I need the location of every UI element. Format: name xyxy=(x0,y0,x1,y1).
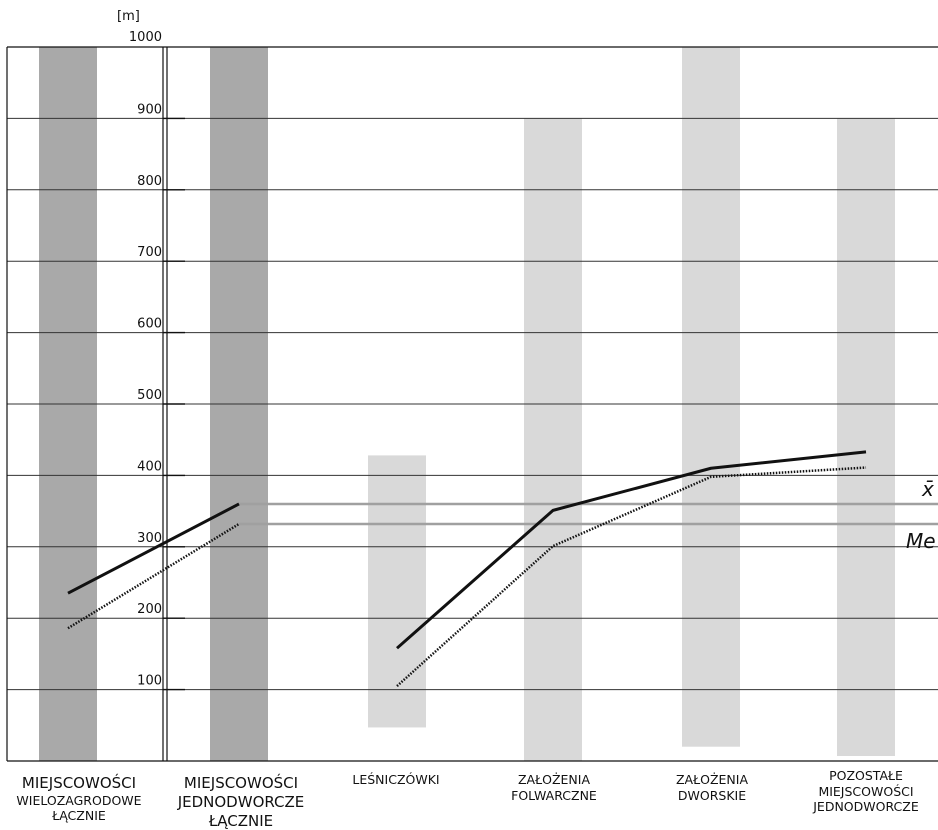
y-tick-label-500: 500 xyxy=(137,388,162,403)
category-label-1: MIEJSCOWOŚCI JEDNODWORCZE ŁĄCZNIE xyxy=(167,774,315,830)
y-tick-label-600: 600 xyxy=(137,317,162,332)
range-bar-2 xyxy=(368,455,426,727)
category-label-0: MIEJSCOWOŚCI WIELOZAGRODOWE ŁĄCZNIE xyxy=(0,774,163,824)
range-bar-3 xyxy=(524,118,582,761)
y-tick-label-200: 200 xyxy=(137,602,162,617)
y-axis-unit-label: [m] xyxy=(117,9,140,24)
category-label-3: ZAŁOŻENIA FOLWARCZNE xyxy=(490,772,618,803)
category-label-2: LEŚNICZÓWKI xyxy=(330,772,462,788)
range-bar-5 xyxy=(837,118,895,756)
y-tick-label-1000: 1000 xyxy=(129,30,162,45)
series-solid-segment-1 xyxy=(397,452,866,648)
reference-line-label-0: x̄ xyxy=(921,477,934,501)
y-tick-label-800: 800 xyxy=(137,174,162,189)
y-tick-label-300: 300 xyxy=(137,531,162,546)
range-bar-4 xyxy=(682,47,740,747)
y-tick-label-900: 900 xyxy=(137,102,162,117)
category-label-4: ZAŁOŻENIA DWORSKIE xyxy=(648,772,776,803)
y-tick-label-700: 700 xyxy=(137,245,162,260)
series-dotted-segment-1 xyxy=(397,468,866,686)
y-tick-label-100: 100 xyxy=(137,674,162,689)
category-label-5: POZOSTAŁE MIEJSCOWOŚCI JEDNODWORCZE xyxy=(794,768,938,815)
y-tick-label-400: 400 xyxy=(137,459,162,474)
reference-line-label-1: Me xyxy=(906,529,936,553)
